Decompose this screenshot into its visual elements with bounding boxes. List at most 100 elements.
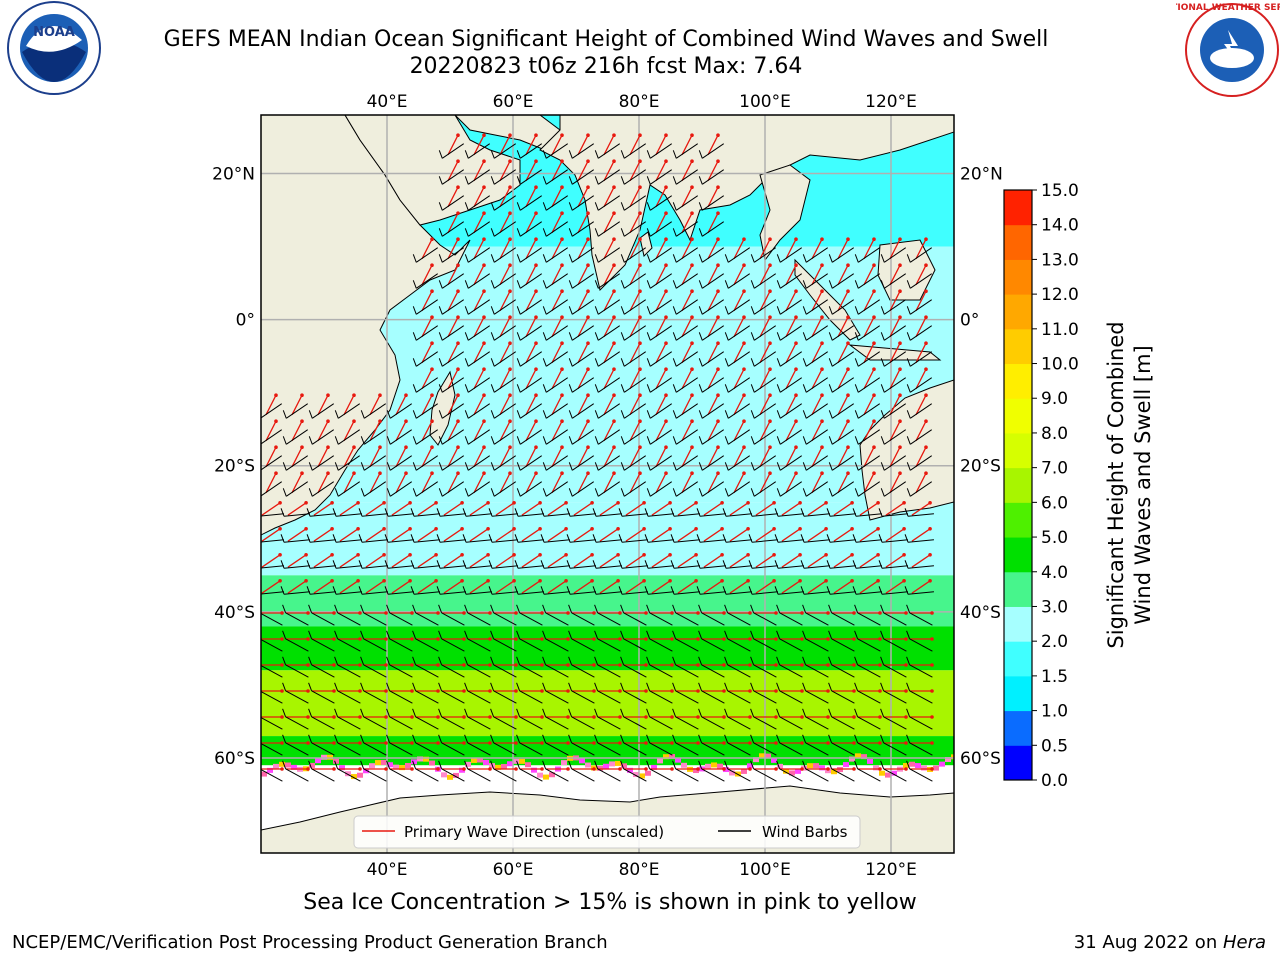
wind-barb-shaft [727, 768, 751, 782]
wind-barb-shaft [285, 403, 309, 419]
wave-arrow-head [326, 419, 330, 423]
wave-arrow-head [772, 578, 776, 583]
wave-arrow-head [590, 500, 594, 505]
wind-barb-shaft [414, 565, 440, 569]
wind-barb-shaft [337, 455, 361, 471]
wind-barb-shaft [415, 690, 439, 704]
wave-direction-arrow [785, 368, 797, 390]
wave-arrow-head [716, 289, 720, 293]
wind-barb-flag [412, 280, 417, 289]
wind-barb-shaft [545, 690, 569, 704]
wind-barb-shaft [856, 591, 882, 595]
sea-ice-cell [387, 762, 393, 768]
wave-arrow-head [668, 526, 672, 531]
wave-arrow-head [332, 663, 336, 667]
wave-direction-arrow [369, 420, 381, 442]
wind-barb-shaft [597, 455, 621, 471]
wind-barb-flag [802, 734, 807, 743]
wind-barb-shaft [414, 513, 440, 517]
wind-barb-flag [358, 560, 363, 569]
wind-barb-flag [620, 734, 625, 743]
wind-barb-shaft [856, 513, 882, 517]
wind-barb-flag [750, 436, 755, 445]
wave-direction-arrow [655, 394, 667, 416]
wind-barb-shaft [261, 638, 283, 652]
wave-direction-arrow [681, 316, 693, 338]
wave-arrow-head [904, 663, 908, 667]
wind-barb-flag [516, 604, 521, 613]
wind-barb-flag [828, 280, 833, 289]
wave-arrow-head [820, 471, 824, 475]
wind-barb-shaft [596, 513, 622, 517]
wind-barb-shaft [779, 403, 803, 419]
sea-ice-cell [765, 753, 771, 759]
wave-arrow-head [404, 419, 408, 423]
wave-arrow-head [534, 419, 538, 423]
wave-arrow-head [694, 526, 698, 531]
colorbar: 0.00.51.01.52.03.04.05.06.07.08.09.010.0… [1003, 181, 1079, 791]
sea-ice-cell [453, 772, 459, 778]
wind-barb-shaft [415, 664, 439, 678]
wind-barb-flag [438, 760, 443, 769]
colorbar-tick-label: 6.0 [1041, 493, 1068, 513]
wind-barb-shaft [623, 351, 647, 367]
sea-ice-cell [741, 768, 747, 774]
wave-arrow-head [742, 237, 746, 241]
wind-barb-shaft [753, 351, 777, 367]
wave-arrow-head [540, 663, 544, 667]
wave-arrow-head [774, 741, 778, 745]
wind-barb-shaft [597, 169, 621, 185]
wind-barb-flag [672, 682, 677, 691]
wave-arrow-head [722, 767, 726, 771]
legend: Primary Wave Direction (unscaled) Wind B… [353, 815, 861, 849]
wind-barb-shaft [571, 351, 595, 367]
wave-direction-arrow [859, 528, 879, 542]
wave-direction-arrow [889, 290, 901, 312]
wave-direction-arrow [629, 186, 641, 208]
wave-arrow-head [514, 637, 518, 641]
sea-ice-cell [381, 759, 387, 765]
wind-barb-flag [750, 760, 755, 769]
wave-arrow-head [404, 471, 408, 475]
wave-arrow-head [482, 341, 486, 345]
wave-arrow-head [748, 689, 752, 693]
wind-barb-flag [800, 560, 805, 569]
wave-direction-arrow [447, 420, 459, 442]
wave-arrow-head [330, 578, 334, 583]
wave-arrow-head [878, 741, 882, 745]
wind-barb-flag [618, 586, 623, 595]
wind-barb-shaft [857, 690, 881, 704]
wind-barb-shaft [284, 513, 310, 517]
wind-barb-shaft [440, 539, 466, 543]
wind-barb-shaft [753, 664, 777, 678]
wind-barb-flag [828, 488, 833, 497]
wave-arrow-head [800, 637, 804, 641]
wave-arrow-head [742, 289, 746, 293]
wave-direction-arrow [447, 472, 459, 494]
axis-tick-labels: 40°E40°E60°E60°E80°E80°E100°E100°E120°E1… [212, 92, 1003, 880]
wave-arrow-head [852, 637, 856, 641]
wave-arrow-head [410, 637, 414, 641]
wind-barb-flag [462, 560, 467, 569]
wave-direction-arrow [443, 580, 463, 594]
wind-barb-shaft [831, 612, 855, 626]
wind-barb-shaft [701, 377, 725, 393]
wave-arrow-head [436, 637, 440, 641]
wave-direction-arrow [837, 264, 849, 286]
wave-arrow-head [904, 767, 908, 771]
wind-barb-shaft [261, 455, 283, 471]
wave-arrow-head [382, 500, 386, 505]
wave-arrow-head [930, 715, 934, 719]
wind-barb-shaft [883, 325, 907, 341]
wave-arrow-head [690, 471, 694, 475]
wind-barb-shaft [597, 612, 621, 626]
wave-direction-arrow [577, 212, 589, 234]
wave-arrow-head [590, 552, 594, 557]
wind-barb-flag [594, 604, 599, 613]
wind-barb-flag [386, 410, 391, 419]
wind-barb-shaft [883, 768, 907, 782]
wind-barb-flag [906, 410, 911, 419]
sea-ice-cell [309, 762, 315, 768]
wave-direction-arrow [343, 394, 355, 416]
wave-arrow-head [924, 289, 928, 293]
